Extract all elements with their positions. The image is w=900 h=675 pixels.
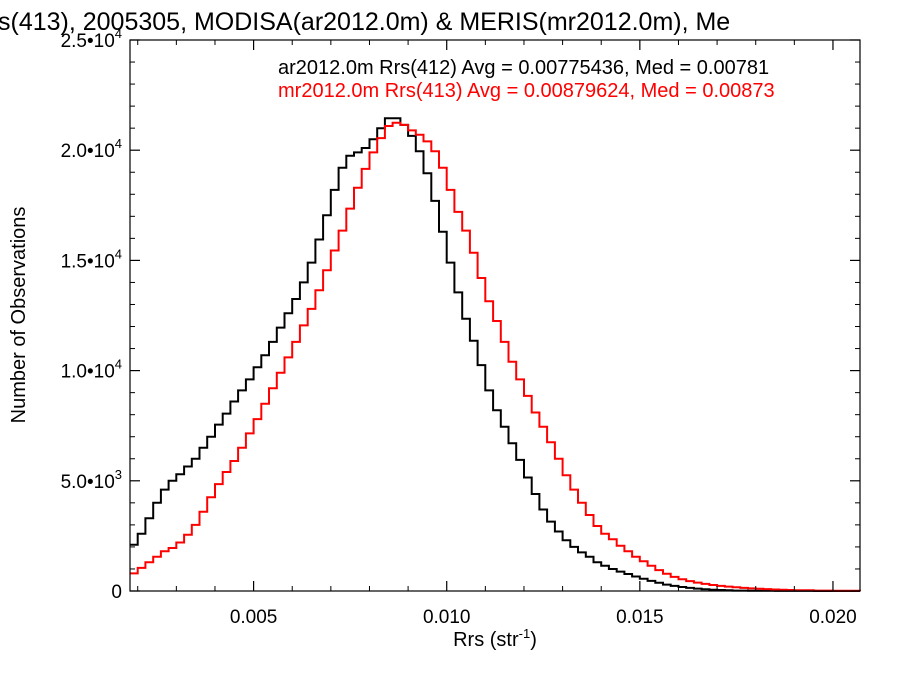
x-axis-label: Rrs (str-1) [453, 626, 537, 651]
y-tick-label: 1.0•104 [61, 357, 122, 383]
plot-frame [129, 39, 861, 592]
y-tick-label: 2.5•104 [61, 26, 122, 52]
plot-area [130, 117, 861, 592]
x-tick-label: 0.005 [230, 607, 278, 628]
y-tick-label: 5.0•103 [61, 467, 122, 493]
x-tick-label: 0.010 [423, 607, 471, 628]
y-tick-label: 1.5•104 [61, 246, 122, 272]
y-tick-label: 2.0•104 [61, 136, 122, 162]
x-tick-label: 0.015 [616, 607, 664, 628]
chart-title: s(413), 2005305, MODISA(ar2012.0m) & MER… [0, 8, 730, 36]
y-axis-label: Number of Observations [8, 207, 30, 424]
y-tick-label: 0 [111, 582, 122, 603]
legend-entry-black-series: ar2012.0m Rrs(412) Avg = 0.00775436, Med… [278, 57, 769, 79]
x-tick-label: 0.020 [809, 607, 857, 628]
series-line-black [130, 117, 860, 592]
legend: ar2012.0m Rrs(412) Avg = 0.00775436, Med… [278, 57, 775, 102]
legend-entry-red-series: mr2012.0m Rrs(413) Avg = 0.00879624, Med… [278, 80, 775, 102]
axes: 0.005 0.010 0.015 0.020 0 5.0•103 1.0•104 1.5•1… [61, 26, 860, 628]
series-line-red [130, 121, 861, 592]
